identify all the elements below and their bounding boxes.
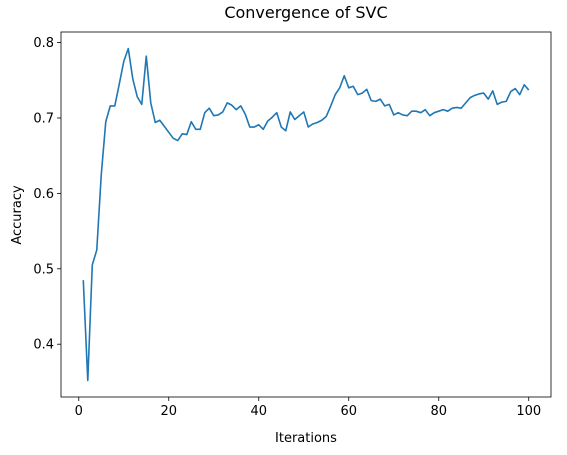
x-axis-label: Iterations bbox=[275, 431, 337, 446]
y-axis-label: Accuracy bbox=[10, 185, 25, 245]
y-tick-label: 0.6 bbox=[33, 187, 54, 202]
plot-frame bbox=[60, 31, 552, 398]
x-tick-label: 80 bbox=[430, 404, 447, 419]
y-tick-label: 0.8 bbox=[33, 36, 54, 51]
x-tick-label: 60 bbox=[340, 404, 357, 419]
x-tick-label: 0 bbox=[75, 404, 83, 419]
chart-title: Convergence of SVC bbox=[224, 3, 387, 22]
y-tick-label: 0.5 bbox=[33, 262, 54, 277]
x-tick-label: 100 bbox=[516, 404, 541, 419]
y-tick-label: 0.7 bbox=[33, 111, 54, 126]
x-tick-label: 40 bbox=[250, 404, 267, 419]
x-tick-label: 20 bbox=[160, 404, 177, 419]
y-tick-label: 0.4 bbox=[33, 338, 54, 353]
line-series bbox=[82, 47, 530, 382]
